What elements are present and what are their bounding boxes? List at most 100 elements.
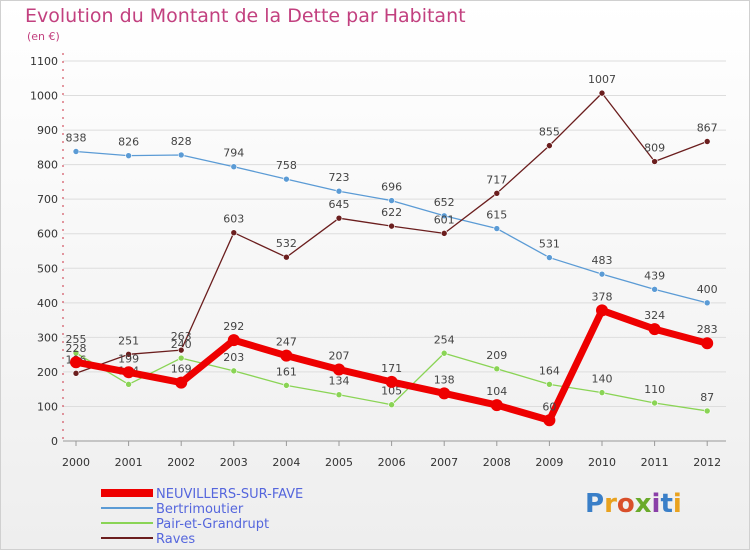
chart-title: Evolution du Montant de la Dette par Hab…	[25, 5, 466, 27]
data-label-bertrimoutier: 439	[644, 269, 665, 282]
data-label-neuvillers-sur-fave: 169	[171, 363, 192, 376]
chart-unit: (en €)	[27, 30, 60, 43]
logo-letter: r	[604, 489, 617, 519]
data-label-pair-et-grandrupt: 140	[592, 373, 613, 386]
data-point-bertrimoutier	[598, 270, 606, 278]
y-tick-label: 0	[51, 435, 58, 448]
data-label-bertrimoutier: 794	[223, 147, 244, 160]
data-point-pair-et-grandrupt	[546, 381, 553, 388]
data-point-raves	[703, 138, 711, 145]
logo-letter: x	[634, 489, 652, 519]
data-point-pair-et-grandrupt	[283, 382, 290, 389]
data-point-raves	[335, 214, 343, 222]
data-point-neuvillers-sur-fave	[438, 387, 451, 400]
x-tick-label: 2004	[272, 456, 300, 469]
data-point-pair-et-grandrupt	[651, 399, 658, 407]
data-label-bertrimoutier: 483	[592, 254, 613, 267]
data-point-bertrimoutier	[493, 225, 501, 232]
data-label-neuvillers-sur-fave: 378	[592, 290, 613, 303]
data-point-raves	[283, 253, 290, 261]
x-tick-label: 2008	[483, 456, 511, 469]
data-label-raves: 645	[329, 198, 350, 211]
data-point-neuvillers-sur-fave	[280, 349, 293, 362]
data-label-pair-et-grandrupt: 134	[329, 375, 350, 388]
data-point-raves	[125, 350, 132, 358]
data-label-neuvillers-sur-fave: 228	[66, 342, 87, 355]
data-point-pair-et-grandrupt	[230, 367, 238, 375]
data-point-raves	[230, 229, 238, 236]
data-point-pair-et-grandrupt	[598, 389, 606, 396]
data-label-bertrimoutier: 838	[66, 132, 87, 145]
data-label-neuvillers-sur-fave: 292	[223, 320, 244, 333]
data-point-raves	[440, 230, 448, 237]
data-point-raves	[651, 158, 658, 165]
data-label-bertrimoutier: 652	[434, 196, 455, 209]
data-point-pair-et-grandrupt	[177, 354, 185, 362]
x-tick-label: 2010	[588, 456, 616, 469]
x-tick-label: 2007	[430, 456, 458, 469]
data-label-bertrimoutier: 615	[486, 209, 507, 222]
data-label-raves: 601	[434, 213, 455, 226]
data-label-bertrimoutier: 723	[329, 171, 350, 184]
data-label-pair-et-grandrupt: 105	[381, 385, 402, 398]
data-point-neuvillers-sur-fave	[385, 375, 398, 388]
data-point-pair-et-grandrupt	[335, 391, 343, 399]
x-tick-label: 2011	[641, 456, 669, 469]
y-tick-label: 500	[37, 262, 58, 275]
data-point-pair-et-grandrupt	[125, 381, 132, 388]
y-tick-label: 300	[37, 331, 58, 344]
logo-letter: o	[616, 489, 635, 519]
data-point-bertrimoutier	[125, 152, 132, 159]
data-label-neuvillers-sur-fave: 199	[118, 352, 139, 365]
data-label-bertrimoutier: 531	[539, 238, 560, 251]
data-point-raves	[546, 142, 553, 149]
data-label-raves: 717	[486, 173, 507, 186]
data-label-pair-et-grandrupt: 209	[486, 349, 507, 362]
x-tick-label: 2002	[167, 456, 195, 469]
x-tick-label: 2005	[325, 456, 353, 469]
data-label-bertrimoutier: 826	[118, 136, 139, 149]
legend-label-pair-et-grandrupt: Pair-et-Grandrupt	[156, 517, 269, 532]
logo-letter: i	[651, 489, 661, 519]
x-tick-label: 2000	[62, 456, 90, 469]
data-label-raves: 603	[223, 213, 244, 226]
data-label-raves: 1007	[588, 73, 616, 86]
data-point-neuvillers-sur-fave	[596, 304, 608, 317]
data-label-bertrimoutier: 758	[276, 159, 297, 172]
data-point-raves	[388, 222, 395, 230]
data-label-neuvillers-sur-fave: 171	[381, 362, 402, 375]
data-label-pair-et-grandrupt: 87	[700, 391, 714, 404]
y-tick-label: 800	[37, 159, 58, 172]
x-tick-label: 2001	[115, 456, 143, 469]
data-label-neuvillers-sur-fave: 207	[329, 349, 350, 362]
data-point-pair-et-grandrupt	[72, 349, 80, 357]
y-tick-label: 600	[37, 228, 58, 241]
data-point-bertrimoutier	[546, 254, 553, 261]
legend-label-bertrimoutier: Bertrimoutier	[156, 502, 244, 517]
data-label-raves: 867	[697, 121, 718, 134]
data-point-pair-et-grandrupt	[388, 401, 395, 409]
data-point-neuvillers-sur-fave	[122, 366, 135, 379]
data-label-pair-et-grandrupt: 254	[434, 333, 455, 346]
data-point-bertrimoutier	[440, 212, 448, 220]
y-tick-label: 400	[37, 297, 58, 310]
data-label-pair-et-grandrupt: 255	[66, 333, 87, 346]
data-point-neuvillers-sur-fave	[175, 376, 188, 389]
data-label-bertrimoutier: 400	[697, 283, 718, 296]
data-point-neuvillers-sur-fave	[227, 334, 240, 347]
data-point-bertrimoutier	[283, 175, 290, 183]
logo-letter: t	[660, 489, 673, 519]
logo-letter: P	[585, 489, 605, 519]
x-tick-label: 2003	[220, 456, 248, 469]
data-point-bertrimoutier	[335, 187, 343, 195]
data-label-neuvillers-sur-fave: 138	[434, 373, 455, 386]
logo-letter: i	[672, 489, 682, 519]
legend-label-neuvillers-sur-fave: NEUVILLERS-SUR-FAVE	[156, 487, 303, 502]
data-point-pair-et-grandrupt	[440, 349, 448, 357]
data-point-neuvillers-sur-fave	[70, 356, 82, 369]
y-tick-label: 200	[37, 366, 58, 379]
x-tick-label: 2012	[693, 456, 721, 469]
data-label-pair-et-grandrupt: 110	[644, 383, 665, 396]
